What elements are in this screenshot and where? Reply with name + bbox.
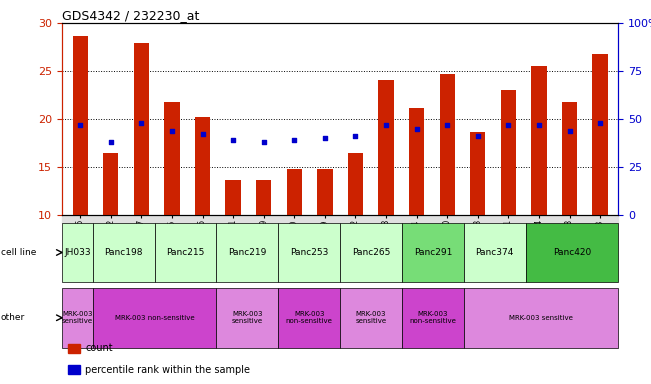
Text: Panc253: Panc253 [290,248,328,257]
Text: Panc420: Panc420 [553,248,591,257]
Bar [378,79,394,215]
Point [105,139,116,145]
Point [411,126,422,132]
Text: Panc219: Panc219 [229,248,266,257]
Text: other: other [1,313,25,322]
Text: MRK-003
non-sensitive: MRK-003 non-sensitive [286,311,333,324]
Point [228,137,238,143]
Bar [256,180,271,215]
Bar [195,117,210,215]
Bar [562,102,577,215]
Bar [531,66,547,215]
Point [289,137,299,143]
Bar [317,169,333,215]
Point [442,122,452,128]
Bar [133,43,149,215]
Text: MRK-003
sensitive: MRK-003 sensitive [232,311,263,324]
Bar [286,169,302,215]
Text: count: count [85,343,113,354]
Bar [439,74,455,215]
Text: Panc198: Panc198 [104,248,143,257]
Bar [225,180,241,215]
Text: Panc374: Panc374 [476,248,514,257]
Point [595,120,605,126]
Point [564,127,575,134]
Point [320,135,330,141]
Text: Panc291: Panc291 [414,248,452,257]
Point [258,139,269,145]
Point [473,133,483,139]
Text: MRK-003 non-sensitive: MRK-003 non-sensitive [115,315,195,321]
Point [136,120,146,126]
Point [197,131,208,137]
Point [167,127,177,134]
Text: JH033: JH033 [64,248,90,257]
Point [381,122,391,128]
Point [534,122,544,128]
Point [350,133,361,139]
Text: percentile rank within the sample: percentile rank within the sample [85,364,250,375]
Text: MRK-003
sensitive: MRK-003 sensitive [355,311,387,324]
Text: MRK-003 sensitive: MRK-003 sensitive [509,315,573,321]
Bar [470,132,486,215]
Bar [72,36,88,215]
Bar [348,152,363,215]
Text: Panc215: Panc215 [167,248,204,257]
Text: Panc265: Panc265 [352,248,390,257]
Point [75,122,85,128]
Text: cell line: cell line [1,248,36,257]
Bar [592,54,608,215]
Bar [103,152,118,215]
Text: MRK-003
sensitive: MRK-003 sensitive [62,311,93,324]
Text: MRK-003
non-sensitive: MRK-003 non-sensitive [409,311,456,324]
Point [503,122,514,128]
Text: GDS4342 / 232230_at: GDS4342 / 232230_at [62,9,199,22]
Bar [164,102,180,215]
Bar [501,90,516,215]
Bar [409,108,424,215]
